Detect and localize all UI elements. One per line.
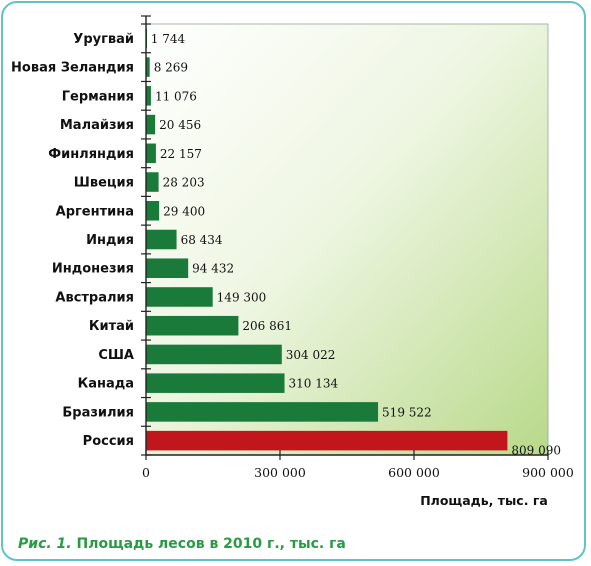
bar-3 xyxy=(146,114,156,135)
category-label-8: Индонезия xyxy=(52,262,134,277)
value-label-10: 206 861 xyxy=(242,319,292,333)
bar-2 xyxy=(146,86,151,106)
bar-5 xyxy=(146,172,159,192)
category-label-11: США xyxy=(98,348,134,363)
bar-1 xyxy=(146,57,150,77)
value-label-8: 94 432 xyxy=(192,262,234,276)
bar-13 xyxy=(146,402,379,422)
value-label-11: 304 022 xyxy=(286,348,336,362)
category-label-9: Австралия xyxy=(55,290,134,305)
category-label-7: Индия xyxy=(86,233,134,248)
value-label-7: 68 434 xyxy=(181,233,223,247)
value-label-2: 11 076 xyxy=(155,89,197,103)
value-label-3: 20 456 xyxy=(159,118,201,132)
bar-12 xyxy=(146,373,285,393)
bar-11 xyxy=(146,344,282,365)
value-label-13: 519 522 xyxy=(382,405,432,419)
x-tick-label-1: 300 000 xyxy=(254,465,306,480)
value-label-14: 809 090 xyxy=(511,444,561,458)
category-label-2: Германия xyxy=(62,89,134,104)
category-label-6: Аргентина xyxy=(56,204,134,219)
bar-8 xyxy=(146,258,189,279)
category-label-10: Китай xyxy=(89,319,134,334)
value-label-9: 149 300 xyxy=(217,290,267,304)
category-label-3: Малайзия xyxy=(60,118,134,133)
category-label-0: Уругвай xyxy=(73,32,134,47)
x-tick-label-2: 600 000 xyxy=(388,465,440,480)
category-label-14: Россия xyxy=(83,434,134,449)
bar-14 xyxy=(146,430,508,451)
category-label-13: Бразилия xyxy=(62,405,134,420)
x-tick-label-3: 900 000 xyxy=(522,465,574,480)
value-label-6: 29 400 xyxy=(163,204,205,218)
category-label-4: Финляндия xyxy=(48,147,134,162)
value-label-1: 8 269 xyxy=(154,61,188,75)
x-axis-label: Площадь, тыс. га xyxy=(420,493,548,508)
bar-6 xyxy=(146,200,160,221)
category-label-12: Канада xyxy=(78,377,134,392)
x-tick-label-0: 0 xyxy=(142,465,150,480)
bar-4 xyxy=(146,143,156,164)
bar-7 xyxy=(146,229,177,250)
value-label-4: 22 157 xyxy=(160,147,202,161)
value-label-0: 1 744 xyxy=(151,32,186,46)
value-label-12: 310 134 xyxy=(289,377,339,391)
caption-text: Площадь лесов в 2010 г., тыс. га xyxy=(76,536,346,552)
figure-caption: Рис. 1. Площадь лесов в 2010 г., тыс. га xyxy=(18,536,346,552)
caption-number: Рис. 1. xyxy=(18,536,72,552)
bar-9 xyxy=(146,287,213,307)
category-label-1: Новая Зеландия xyxy=(11,61,134,76)
bar-10 xyxy=(146,315,239,336)
category-label-5: Швеция xyxy=(74,176,134,191)
value-label-5: 28 203 xyxy=(163,176,205,190)
